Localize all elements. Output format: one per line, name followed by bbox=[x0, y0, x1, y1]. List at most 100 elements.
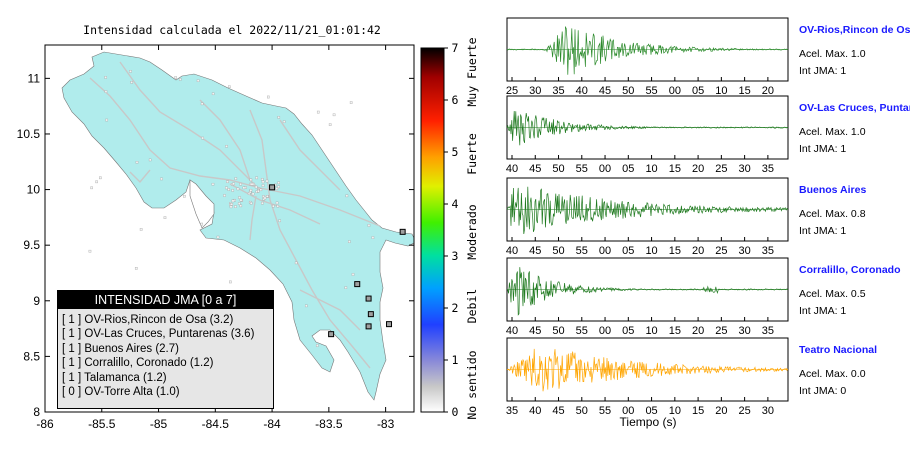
waveform-x-tick-label: 35 bbox=[762, 163, 774, 175]
waveform-trace bbox=[506, 348, 789, 392]
waveform-x-tick-label: 40 bbox=[506, 163, 518, 175]
waveform-x-tick-label: 20 bbox=[762, 85, 774, 97]
legend-row: [ 1 ] OV-Las Cruces, Puntarenas (3.6) bbox=[62, 328, 255, 341]
town-marker bbox=[211, 92, 215, 96]
town-marker bbox=[351, 273, 355, 276]
town-marker bbox=[254, 185, 258, 189]
waveform-x-tick-label: 50 bbox=[622, 85, 634, 97]
time-axis-label: Tiempo (s) bbox=[620, 415, 677, 429]
station-marker bbox=[365, 323, 372, 330]
town-marker bbox=[104, 90, 108, 93]
waveform-x-tick-label: 25 bbox=[506, 85, 518, 97]
station-marker bbox=[399, 228, 406, 235]
town-marker bbox=[225, 144, 228, 148]
waveform-x-tick-label: 40 bbox=[529, 405, 541, 417]
legend-row: [ 1 ] Talamanca (1.2) bbox=[62, 371, 167, 384]
waveform-jma-label: Int JMA: 1 bbox=[799, 305, 846, 317]
waveform-x-tick-label: 05 bbox=[622, 163, 634, 175]
town-marker bbox=[261, 201, 264, 205]
waveform-x-tick-label: 35 bbox=[762, 325, 774, 337]
town-marker bbox=[163, 216, 167, 219]
waveform-x-tick-label: 55 bbox=[576, 163, 588, 175]
waveform-x-tick-label: 55 bbox=[599, 405, 611, 417]
station-marker bbox=[328, 331, 335, 338]
colorbar-tick-label: 3 bbox=[452, 249, 459, 263]
town-marker bbox=[228, 85, 231, 89]
colorbar: 0 1 2 3 4 5 6 7 No sentido Debil Moderado Fuerte Mu… bbox=[420, 37, 479, 420]
waveform-accel-label: Acel. Max. 1.0 bbox=[799, 126, 866, 138]
legend-row: [ 1 ] Buenos Aires (2.7) bbox=[62, 342, 179, 355]
waveform-x-tick-label: 40 bbox=[506, 245, 518, 257]
map-x-tick-label: -83.5 bbox=[315, 417, 343, 431]
legend-row: [ 1 ] Corralillo, Coronado (1.2) bbox=[62, 357, 214, 370]
town-marker bbox=[275, 187, 279, 190]
station-markers bbox=[269, 184, 406, 338]
town-marker bbox=[229, 280, 232, 284]
colorbar-label: Muy Fuerte bbox=[465, 37, 479, 106]
town-marker bbox=[277, 116, 281, 119]
waveform-x-tick-label: 35 bbox=[762, 245, 774, 257]
station-marker bbox=[386, 321, 393, 328]
waveform-x-tick-label: 30 bbox=[738, 325, 750, 337]
town-marker bbox=[216, 235, 220, 239]
town-marker bbox=[277, 185, 280, 189]
town-marker bbox=[251, 192, 255, 196]
town-marker bbox=[250, 182, 254, 186]
colorbar-labels: No sentido Debil Moderado Fuerte Muy Fuerte bbox=[465, 37, 479, 419]
waveform-x-tick-label: 35 bbox=[552, 85, 564, 97]
waveform-x-tick-label: 15 bbox=[669, 325, 681, 337]
town-marker bbox=[262, 195, 265, 198]
waveform-panel: 40 45 50 55 00 05 10 15 20 25 30 35 Corralillo, Coro… bbox=[506, 257, 901, 337]
town-marker bbox=[344, 286, 348, 289]
map-y-ticks: 8 8.5 9 9.5 10 10.5 11 bbox=[17, 71, 414, 419]
town-marker bbox=[88, 249, 92, 253]
town-marker bbox=[259, 188, 263, 192]
town-marker bbox=[260, 178, 264, 181]
waveform-x-tick-label: 10 bbox=[645, 245, 657, 257]
waveform-x-tick-label: 30 bbox=[738, 163, 750, 175]
town-marker bbox=[315, 344, 319, 347]
waveform-x-tick-label: 55 bbox=[576, 325, 588, 337]
waveform-station-name: Corralillo, Coronado bbox=[799, 264, 901, 276]
town-marker bbox=[239, 198, 243, 202]
town-marker bbox=[211, 182, 215, 186]
legend-row: [ 1 ] OV-Rios,Rincon de Osa (3.2) bbox=[62, 314, 234, 326]
waveform-jma-label: Int JMA: 1 bbox=[799, 225, 846, 237]
waveform-x-tick-label: 00 bbox=[669, 85, 681, 97]
waveform-x-tick-label: 55 bbox=[645, 85, 657, 97]
waveform-panels: 25 30 35 40 45 50 55 00 05 10 15 20 OV-Rios,Rincon d… bbox=[506, 17, 910, 417]
town-marker bbox=[231, 189, 235, 192]
town-marker bbox=[238, 196, 241, 199]
waveform-x-tick-label: 25 bbox=[715, 163, 727, 175]
colorbar-tick-label: 2 bbox=[452, 301, 459, 315]
colorbar-label: Moderado bbox=[465, 204, 479, 259]
town-marker bbox=[275, 201, 279, 205]
waveform-jma-label: Int JMA: 1 bbox=[799, 143, 846, 155]
waveform-x-tick-label: 15 bbox=[669, 245, 681, 257]
map-x-tick-label: -84 bbox=[263, 417, 281, 431]
town-marker bbox=[234, 177, 238, 180]
waveform-x-tick-label: 50 bbox=[552, 163, 564, 175]
waveform-x-tick-label: 10 bbox=[645, 325, 657, 337]
waveform-x-tick-label: 40 bbox=[506, 325, 518, 337]
town-marker bbox=[278, 219, 282, 223]
waveform-panel: 40 45 50 55 00 05 10 15 20 25 30 35 Buenos Aires Acel… bbox=[506, 177, 866, 257]
road-network bbox=[89, 61, 381, 369]
colorbar-tick-label: 6 bbox=[452, 93, 459, 107]
nicoya-gulf bbox=[189, 179, 215, 229]
waveform-x-tick-label: 45 bbox=[552, 405, 564, 417]
colorbar-tick-label: 4 bbox=[452, 197, 459, 211]
town-marker bbox=[134, 267, 138, 270]
waveform-x-tick-label: 30 bbox=[738, 245, 750, 257]
town-marker bbox=[160, 177, 163, 181]
town-marker bbox=[201, 136, 204, 140]
waveform-accel-label: Acel. Max. 0.8 bbox=[799, 208, 866, 220]
colorbar-label: Fuerte bbox=[465, 133, 479, 175]
waveform-panel: 35 40 45 50 55 00 05 10 15 20 25 30 Teatro Nacional A… bbox=[506, 337, 877, 417]
waveform-x-tick-label: 20 bbox=[692, 163, 704, 175]
station-marker bbox=[367, 311, 374, 318]
town-marker bbox=[230, 203, 234, 206]
waveform-x-tick-label: 05 bbox=[622, 245, 634, 257]
waveform-x-tick-label: 15 bbox=[692, 405, 704, 417]
